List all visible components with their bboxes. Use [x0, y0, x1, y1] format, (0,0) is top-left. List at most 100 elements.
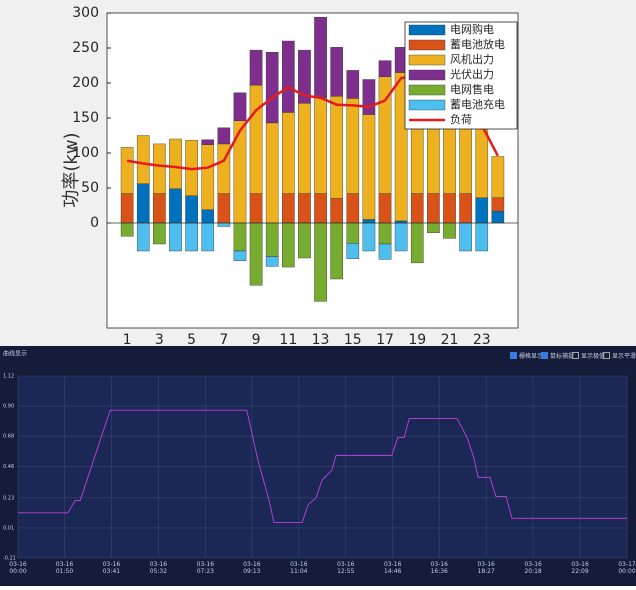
legend-swatch — [408, 69, 446, 81]
checkbox[interactable]: 栅格显示 — [510, 351, 543, 360]
bar-segment — [281, 112, 295, 194]
bar-segment — [201, 209, 215, 224]
bar-segment — [185, 222, 198, 252]
legend-swatch — [408, 99, 446, 111]
bar-segment — [136, 135, 150, 184]
bottom-plot-area — [18, 376, 627, 558]
legend-label: 负荷 — [450, 112, 472, 126]
checkbox-box[interactable] — [572, 352, 579, 359]
checkbox-label[interactable]: 显示极值 — [581, 353, 606, 360]
x-tick-label: 7 — [219, 332, 228, 348]
bar-segment — [378, 193, 392, 224]
bar-segment — [330, 96, 344, 199]
bar-segment — [265, 256, 279, 267]
bar-segment — [427, 222, 440, 234]
y-tick-label: 200 — [72, 75, 99, 91]
x-tick-label: 03-16 11:04 — [290, 561, 308, 575]
bar-segment — [249, 193, 263, 224]
x-tick-label: 03-16 18:27 — [477, 561, 495, 575]
bar-segment — [443, 222, 456, 239]
bar-segment — [298, 222, 311, 259]
bar-segment — [136, 222, 150, 252]
bar-segment — [314, 17, 327, 98]
y-tick-label: 150 — [72, 110, 99, 126]
x-tick-label: 15 — [344, 332, 362, 348]
bar-segment — [362, 219, 376, 224]
y-tick-label: 0.68 — [3, 434, 14, 440]
bar-segment — [410, 193, 424, 224]
bar-segment — [153, 143, 166, 194]
bar-segment — [281, 222, 295, 268]
bar-segment — [201, 144, 215, 210]
bar-segment — [362, 79, 376, 115]
x-tick-label: 03-16 07:23 — [196, 561, 215, 575]
bar-segment — [233, 92, 247, 122]
bar-segment — [249, 49, 263, 86]
legend-swatch — [408, 24, 446, 36]
legend-label: 电网售电 — [450, 82, 494, 96]
bar-segment — [298, 103, 311, 194]
legend-swatch — [408, 84, 446, 96]
x-tick-label: 3 — [155, 332, 164, 348]
x-tick-label: 21 — [441, 332, 459, 348]
bar-segment — [378, 243, 392, 260]
bar-segment — [346, 243, 360, 259]
x-tick-label: 03-16 12:55 — [337, 561, 355, 575]
bar-segment — [491, 156, 505, 198]
bar-segment — [330, 222, 344, 280]
bar-segment — [298, 193, 311, 224]
checkbox-box[interactable] — [541, 352, 548, 359]
bar-segment — [410, 222, 424, 264]
bar-segment — [233, 250, 247, 262]
bar-segment — [491, 210, 505, 224]
bar-segment — [120, 193, 134, 224]
bar-segment — [314, 97, 327, 194]
bar-segment — [298, 49, 311, 104]
y-axis-label: 功率(kw) — [61, 132, 82, 207]
bar-segment — [153, 222, 166, 245]
bar-segment — [459, 222, 472, 252]
x-tick-label: 03-16 20:18 — [524, 561, 542, 575]
bar-segment — [362, 114, 376, 220]
y-tick-label: 0.90 — [3, 404, 14, 410]
x-tick-label: 13 — [312, 332, 330, 348]
checkbox-label[interactable]: 显示平滑 — [612, 353, 636, 360]
checkbox-label[interactable]: 栅格显示 — [519, 353, 544, 360]
bar-segment — [346, 222, 360, 244]
x-tick-label: 17 — [376, 332, 394, 348]
bar-segment — [249, 84, 263, 194]
checkbox[interactable]: 鼠标捕捉 — [541, 351, 574, 360]
bar-segment — [346, 98, 360, 194]
bar-segment — [217, 193, 231, 224]
x-tick-label: 03-16 00:00 — [9, 561, 27, 575]
bar-segment — [362, 222, 376, 252]
bar-segment — [233, 222, 247, 252]
legend-label: 蓄电池充电 — [450, 97, 505, 111]
checkbox[interactable]: 显示极值 — [572, 351, 605, 360]
bar-segment — [314, 193, 327, 224]
checkbox[interactable]: 显示平滑 — [603, 351, 636, 360]
x-tick-label: 03-16 03:41 — [102, 561, 121, 575]
x-tick-label: 03-17 00:00 — [618, 561, 636, 575]
bar-segment — [120, 222, 134, 237]
bar-segment — [378, 60, 392, 77]
bar-segment — [346, 193, 360, 224]
y-tick-label: 100 — [72, 145, 99, 161]
bar-segment — [120, 147, 134, 194]
y-tick-label: -0.21 — [3, 556, 16, 562]
y-tick-label: 300 — [72, 5, 99, 21]
bar-segment — [346, 70, 360, 99]
y-tick-label: 0.46 — [3, 464, 14, 470]
bar-segment — [330, 47, 344, 97]
checkbox-box[interactable] — [510, 352, 517, 359]
x-tick-label: 03-16 14:46 — [383, 561, 402, 575]
bar-segment — [491, 197, 505, 212]
bar-segment — [475, 222, 489, 252]
checkbox-label[interactable]: 鼠标捕捉 — [550, 353, 575, 360]
bar-segment — [314, 222, 327, 302]
x-tick-label: 5 — [187, 332, 196, 348]
checkbox-box[interactable] — [603, 352, 610, 359]
bar-segment — [330, 198, 344, 224]
legend-swatch — [408, 39, 446, 51]
